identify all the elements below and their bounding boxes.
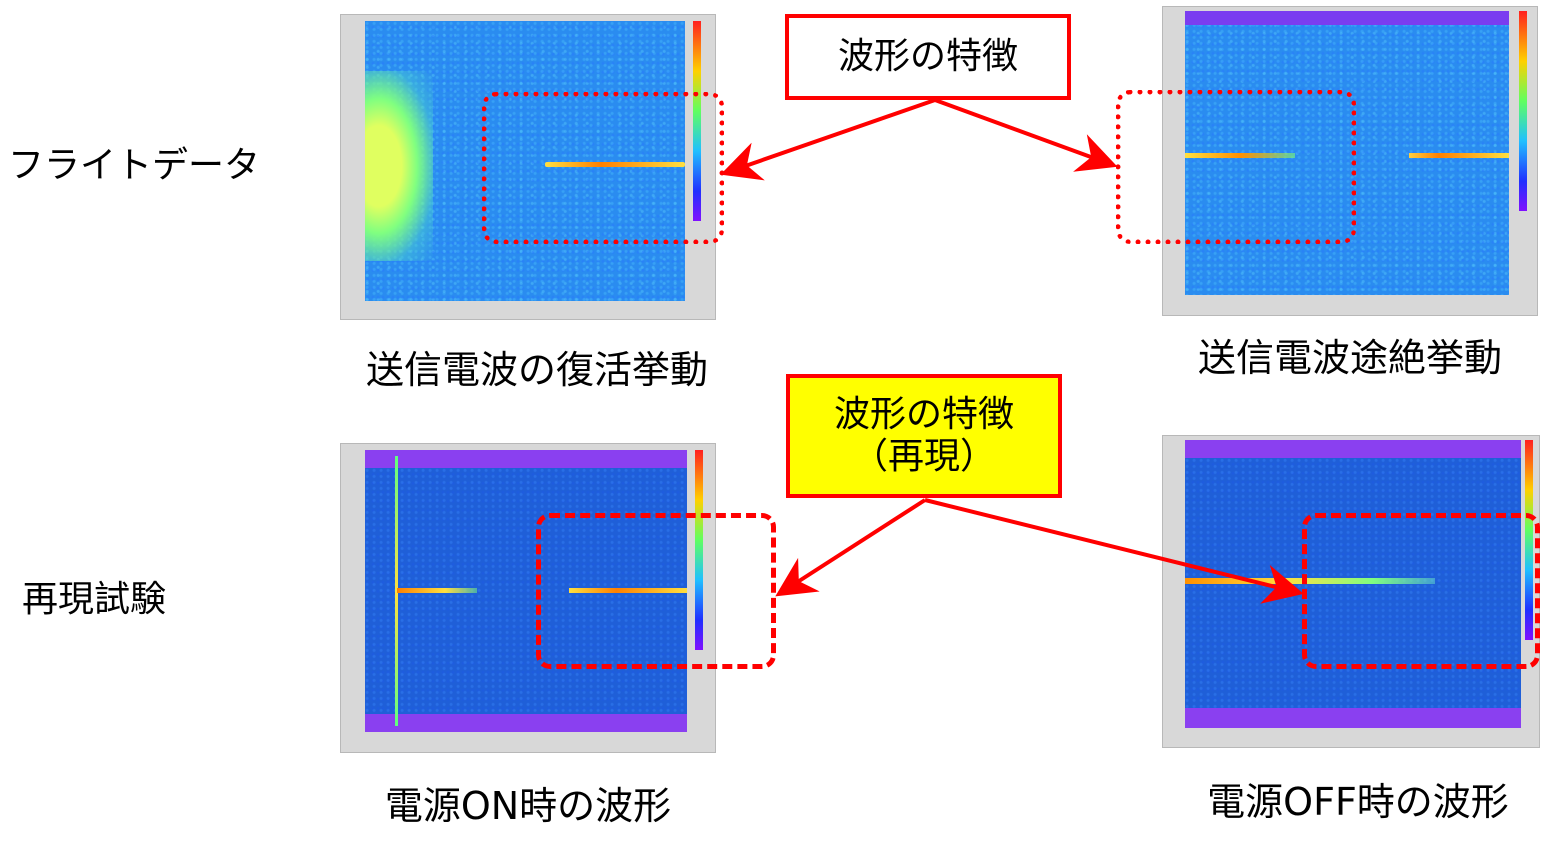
spectrogram-top-left bbox=[340, 14, 716, 320]
band-top bbox=[365, 450, 687, 468]
row-label-reproduction-test: 再現試験 bbox=[22, 579, 167, 620]
band-bottom bbox=[1185, 708, 1521, 728]
arrow-bottom-to-left bbox=[775, 498, 927, 597]
colorbar bbox=[1525, 440, 1533, 640]
callout-text-line2: （再現） bbox=[851, 436, 996, 477]
spectrogram-plot bbox=[365, 450, 687, 732]
colorbar bbox=[693, 21, 701, 221]
spectrogram-plot bbox=[365, 21, 685, 301]
signal-line bbox=[397, 588, 477, 593]
arrow-top-to-left bbox=[720, 98, 936, 181]
band-bottom bbox=[365, 714, 687, 732]
signal-line bbox=[1185, 578, 1435, 584]
row-label-flight-data: フライトデータ bbox=[8, 145, 261, 186]
signal-line bbox=[569, 588, 687, 593]
band-top bbox=[1185, 11, 1509, 25]
highlight-box-bottom-left bbox=[536, 513, 776, 669]
signal-spike bbox=[395, 456, 398, 726]
signal-line bbox=[1409, 153, 1509, 158]
callout-text-line1: 波形の特徴 bbox=[833, 394, 1014, 435]
caption-bottom-left: 電源ON時の波形 bbox=[384, 784, 672, 828]
highlight-box-top-left bbox=[482, 92, 724, 244]
colorbar bbox=[695, 450, 703, 650]
signal-burst bbox=[365, 71, 433, 261]
caption-top-right: 送信電波途絶挙動 bbox=[1197, 336, 1503, 380]
caption-bottom-right: 電源OFF時の波形 bbox=[1207, 780, 1509, 824]
spectrogram-top-right bbox=[1162, 6, 1538, 316]
callout-text: 波形の特徴 bbox=[837, 36, 1018, 77]
highlight-box-bottom-right bbox=[1302, 513, 1540, 669]
signal-line bbox=[1185, 153, 1295, 158]
callout-waveform-feature: 波形の特徴 bbox=[785, 14, 1071, 100]
band-top bbox=[1185, 440, 1521, 458]
colorbar bbox=[1519, 11, 1527, 211]
spectrogram-bottom-left bbox=[340, 443, 716, 753]
signal-line bbox=[545, 162, 685, 167]
callout-waveform-feature-reproduced: 波形の特徴 （再現） bbox=[786, 374, 1062, 498]
arrow-top-to-right bbox=[934, 98, 1118, 172]
highlight-box-top-right bbox=[1116, 90, 1356, 244]
spectrogram-plot bbox=[1185, 11, 1509, 295]
caption-top-left: 送信電波の復活挙動 bbox=[365, 348, 709, 392]
